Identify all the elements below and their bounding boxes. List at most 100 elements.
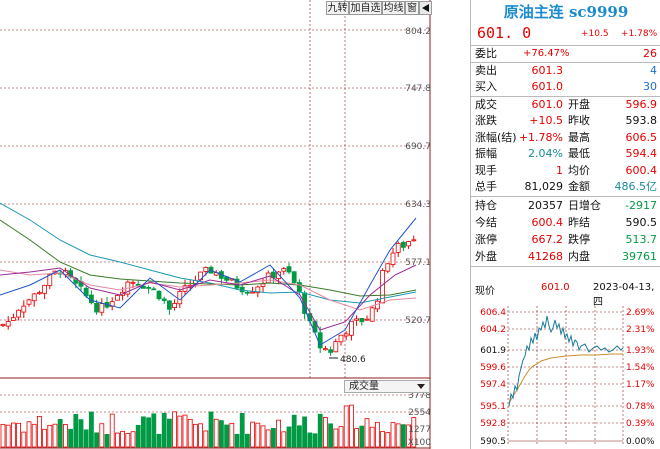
volume-bar: [250, 421, 256, 448]
window-button[interactable]: 窗: [405, 1, 419, 15]
volume-bar: [364, 418, 370, 448]
volume-bar: [78, 419, 84, 448]
volume-axis-label-1: 2554: [408, 408, 431, 418]
mini-chart-price: 601.0: [541, 282, 570, 293]
volume-bar: [359, 425, 365, 448]
order-ratio-count: 26: [643, 47, 657, 60]
candle-body: [10, 317, 16, 321]
candle-body: [395, 243, 401, 253]
mini-right-axis-label: 1.17%: [626, 380, 655, 390]
quote-row: 振幅 2.04% 最低 594.4: [473, 146, 659, 161]
volume-bar: [104, 434, 110, 448]
price-axis-label-3: 634.3: [405, 200, 431, 210]
volume-bar: [328, 423, 334, 448]
quote-row: 外盘 41268 内盘 39761: [473, 249, 659, 264]
moving-average-line: [0, 219, 417, 297]
candle-body: [31, 293, 37, 302]
intraday-chart[interactable]: 现价 606.42.69%604.22.31%601.91.93%599.61.…: [471, 298, 660, 449]
volume-bar: [354, 428, 360, 448]
quote-value: 1: [556, 163, 563, 177]
order-ratio-row: 委比 +76.47% 26: [473, 46, 659, 61]
quote-label: 最高: [568, 130, 590, 144]
indicator-select[interactable]: 成交量: [344, 380, 430, 393]
candle-body: [260, 283, 266, 287]
ask-price: 601.3: [531, 64, 564, 77]
volume-bar: [5, 424, 11, 448]
nine-turn-button[interactable]: 九转: [326, 1, 349, 15]
volume-bar: [89, 411, 94, 448]
mini-left-axis-label: 604.2: [480, 325, 506, 335]
instrument-title: 原油主连 sc9999: [503, 3, 629, 21]
volume-unit-label: X100: [408, 438, 432, 448]
price-axis-label-5: 520.7: [405, 316, 431, 326]
volume-bar: [286, 426, 292, 448]
quote-label: 内盘: [568, 250, 590, 263]
volume-bar: [307, 432, 313, 448]
volume-bar: [31, 423, 37, 448]
quote-value: 606.5: [625, 130, 658, 144]
candle-body: [385, 263, 391, 272]
quote-value: 81,029: [524, 180, 564, 193]
quote-label: 均价: [568, 163, 590, 177]
volume-bar: [166, 418, 172, 448]
candle-body: [390, 252, 396, 265]
quote-value: 39761: [622, 250, 657, 263]
quote-row: 涨跌 +10.5 昨收 593.8: [473, 113, 659, 128]
candle-body: [348, 320, 354, 336]
volume-bar: [276, 419, 282, 448]
quote-label: 最低: [568, 147, 590, 161]
volume-bar: [265, 429, 271, 448]
mini-price-line: [508, 315, 624, 407]
volume-bar: [369, 426, 375, 448]
kline-chart[interactable]: 804.2 747.8 690.7 634.3 577.1 520.7 480.…: [0, 0, 432, 449]
volume-bar: [400, 424, 406, 448]
volume-bar: [42, 428, 47, 448]
candle-body: [5, 321, 11, 327]
volume-bar: [99, 423, 105, 448]
quote-label: 涨跌: [475, 114, 497, 128]
volume-bar: [151, 413, 157, 448]
volume-bar: [270, 427, 276, 448]
volume-bar: [411, 417, 417, 448]
indicator-select-label: 成交量: [349, 381, 379, 392]
candle-body: [286, 266, 292, 273]
bid-row: 买入 601.0 30: [473, 79, 659, 94]
price-axis-label-1: 747.8: [405, 84, 431, 94]
quote-value: 601.0: [531, 98, 564, 111]
candle-body: [255, 286, 261, 294]
quote-label: 今结: [475, 216, 497, 229]
volume-bar: [94, 432, 99, 448]
candle-body: [47, 273, 53, 286]
mini-average-line: [508, 353, 623, 404]
volume-axis-label-2: 1277: [408, 425, 431, 435]
candle-body: [89, 294, 94, 304]
volume-bar: [125, 433, 131, 448]
quote-value: -2917: [625, 199, 657, 212]
collapse-arrow-button[interactable]: [419, 1, 432, 15]
volume-bar: [312, 433, 318, 448]
quote-label: 开盘: [568, 98, 590, 111]
quote-label: 振幅: [475, 147, 497, 161]
volume-bar: [333, 428, 339, 448]
volume-bar: [172, 411, 178, 448]
moving-average-button[interactable]: 均线: [382, 1, 405, 15]
candle-body: [276, 271, 282, 279]
volume-bar: [68, 428, 73, 448]
volume-bar: [57, 419, 63, 448]
candle-body: [156, 290, 162, 300]
quote-label: 昨收: [568, 114, 590, 128]
moving-average-line: [0, 269, 417, 311]
quote-label: 外盘: [475, 250, 497, 263]
quote-label: 昨结: [568, 216, 590, 229]
candle-body: [338, 334, 344, 343]
candle-body: [172, 303, 178, 309]
candle-body: [21, 305, 27, 313]
volume-bar: [161, 412, 167, 448]
volume-bar: [218, 420, 224, 448]
volume-bar: [239, 412, 245, 448]
kline-chart-panel[interactable]: 804.2 747.8 690.7 634.3 577.1 520.7 480.…: [0, 0, 432, 449]
volume-bar: [135, 424, 141, 448]
add-watchlist-button[interactable]: 加自选: [349, 1, 382, 15]
candle-body: [369, 307, 375, 322]
volume-bar: [374, 421, 380, 448]
